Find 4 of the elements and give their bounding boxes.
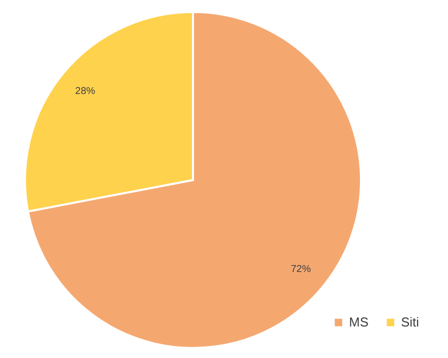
data-label: 72% (290, 264, 311, 276)
data-label: 28% (75, 86, 96, 97)
legend-label: Siti (401, 314, 420, 330)
legend-label: MS (349, 314, 369, 330)
